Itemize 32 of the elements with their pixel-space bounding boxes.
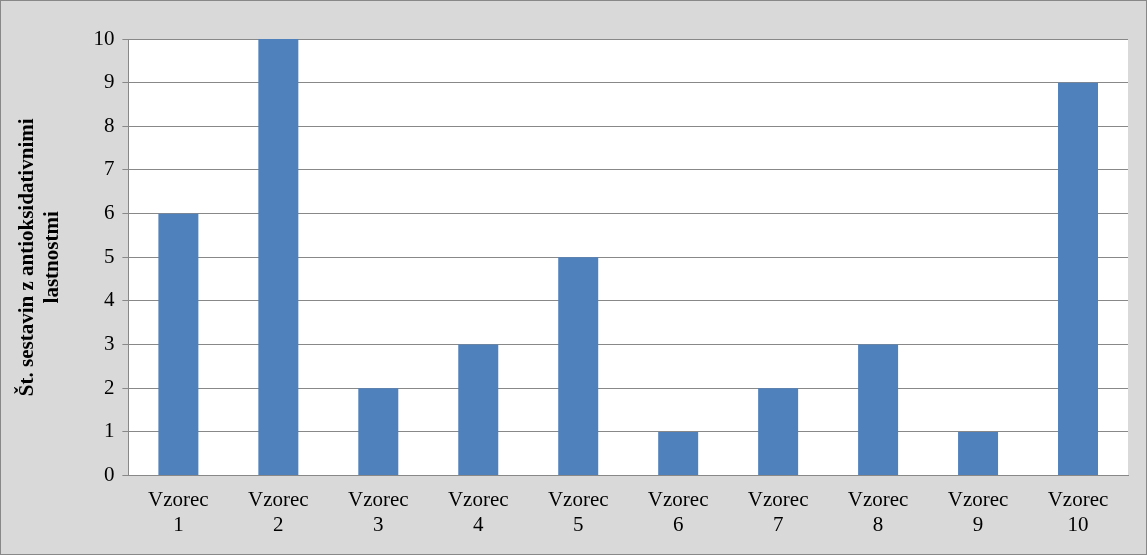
bar xyxy=(758,388,799,476)
bar xyxy=(358,388,399,476)
bar xyxy=(858,344,899,476)
y-tick-label: 9 xyxy=(103,69,115,94)
x-tick-label: Vzorec 6 xyxy=(647,486,709,536)
y-tick-label: 6 xyxy=(103,200,115,225)
x-tick-label: Vzorec 3 xyxy=(347,486,409,536)
bar xyxy=(1058,82,1099,476)
bar xyxy=(658,431,699,476)
x-tick-label: Vzorec 5 xyxy=(547,486,609,536)
bar xyxy=(158,213,199,476)
y-axis-title: Št. sestavin z antioksidativnimi lastnostmi xyxy=(14,118,64,397)
y-tick-label: 10 xyxy=(93,25,115,50)
y-tick-label: 2 xyxy=(103,374,115,399)
bar xyxy=(958,431,999,476)
x-tick-label: Vzorec 9 xyxy=(947,486,1009,536)
x-tick-label: Vzorec 10 xyxy=(1047,486,1109,536)
x-tick-label: Vzorec 8 xyxy=(847,486,909,536)
y-tick-label: 3 xyxy=(103,331,115,356)
x-tick-label: Vzorec 7 xyxy=(747,486,809,536)
x-tick-label: Vzorec 4 xyxy=(447,486,509,536)
y-tick-label: 0 xyxy=(103,462,115,487)
y-tick-label: 1 xyxy=(103,418,115,443)
bar xyxy=(558,257,599,476)
bar xyxy=(458,344,499,476)
y-tick-label: 4 xyxy=(103,287,115,312)
y-tick-label: 7 xyxy=(103,156,115,181)
y-tick-label: 5 xyxy=(103,243,115,268)
y-tick-label: 8 xyxy=(103,112,115,137)
x-tick-label: Vzorec 1 xyxy=(148,486,209,536)
x-tick-label: Vzorec 2 xyxy=(248,486,309,536)
bar xyxy=(258,39,299,476)
